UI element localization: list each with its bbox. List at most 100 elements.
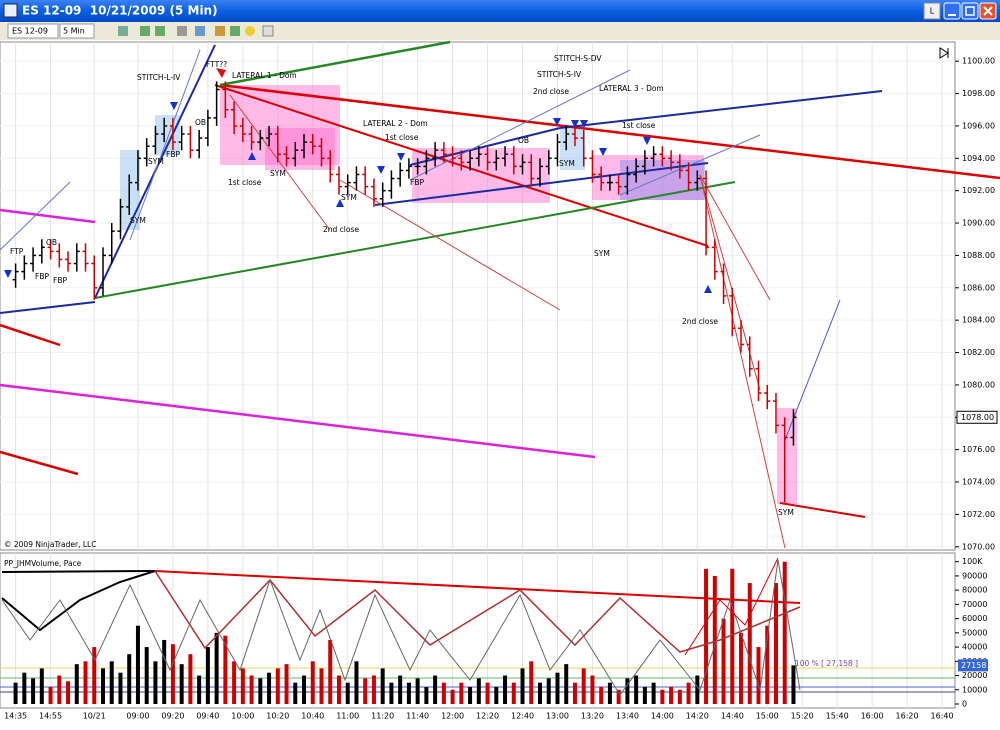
trend-line bbox=[0, 323, 61, 347]
trend-line bbox=[699, 174, 786, 549]
volume-bar bbox=[31, 678, 36, 704]
x-tick-label: 14:55 bbox=[39, 712, 62, 721]
volume-bar bbox=[170, 644, 175, 704]
annotation: 1st close bbox=[622, 121, 656, 130]
volume-bar bbox=[371, 675, 376, 704]
volume-bar bbox=[153, 661, 158, 704]
volume-bar bbox=[773, 583, 778, 704]
volume-bar bbox=[223, 635, 228, 704]
scroll-end[interactable] bbox=[939, 47, 949, 59]
strategies[interactable] bbox=[230, 26, 240, 36]
volume-bar bbox=[135, 625, 140, 704]
volume-bar bbox=[424, 686, 429, 704]
annotation: SYM bbox=[594, 249, 610, 258]
instrument-selector[interactable] bbox=[7, 23, 59, 39]
trend-line bbox=[339, 179, 561, 311]
copyright: © 2009 NinjaTrader, LLC bbox=[4, 540, 96, 549]
volume-bar bbox=[179, 664, 184, 704]
properties[interactable] bbox=[195, 26, 205, 36]
volume-bar bbox=[660, 689, 665, 704]
y-tick-label: 1070.00 bbox=[962, 542, 995, 551]
volume-tick-label: 90000 bbox=[962, 571, 987, 580]
annotation: FTP bbox=[10, 247, 24, 256]
interval-selector[interactable] bbox=[59, 23, 95, 39]
x-tick-label: 15:00 bbox=[756, 712, 779, 721]
volume-tick-label: 40000 bbox=[962, 643, 987, 652]
x-tick-label: 09:40 bbox=[196, 712, 219, 721]
volume-bar bbox=[205, 647, 210, 704]
volume-bar bbox=[144, 647, 149, 704]
trend-line bbox=[779, 502, 866, 518]
volume-bar bbox=[415, 678, 420, 704]
volume-bar bbox=[83, 661, 88, 704]
y-tick-label: 1082.00 bbox=[962, 348, 995, 357]
arrow bbox=[170, 102, 178, 110]
volume-bar bbox=[162, 639, 167, 704]
price-bars bbox=[12, 81, 797, 503]
x-tick-label: 12:00 bbox=[441, 712, 464, 721]
l-button-label: L bbox=[930, 7, 935, 16]
indicators[interactable] bbox=[215, 26, 225, 36]
arrow bbox=[643, 137, 651, 145]
volume-bar bbox=[634, 675, 639, 704]
arrow bbox=[336, 199, 344, 207]
volume-tick-label: 50000 bbox=[962, 628, 987, 637]
x-tick-label: 15:20 bbox=[791, 712, 814, 721]
annotation: SYM bbox=[148, 157, 164, 166]
data-box[interactable] bbox=[262, 25, 274, 37]
trend-line bbox=[0, 450, 79, 476]
volume-bar bbox=[450, 689, 455, 704]
cursor-tool[interactable] bbox=[177, 26, 187, 36]
trend-line bbox=[559, 90, 883, 129]
arrow bbox=[248, 152, 256, 160]
x-tick-label: 16:00 bbox=[861, 712, 884, 721]
zone bbox=[265, 128, 335, 170]
arrow bbox=[571, 120, 579, 128]
zone bbox=[220, 85, 340, 165]
volume-bar bbox=[468, 686, 473, 704]
x-tick-label: 14:00 bbox=[651, 712, 674, 721]
maximize-button[interactable] bbox=[961, 2, 979, 20]
y-tick-label: 1088.00 bbox=[962, 251, 995, 260]
volume-bar bbox=[695, 675, 700, 704]
volume-bar bbox=[118, 672, 123, 704]
volume-bar bbox=[319, 668, 324, 704]
minimize-button[interactable] bbox=[943, 2, 961, 20]
arrow bbox=[4, 270, 12, 278]
volume-bar bbox=[127, 654, 132, 704]
volume-bar bbox=[747, 583, 752, 704]
y-tick-label: 1072.00 bbox=[962, 510, 995, 519]
volume-tick-label: 60000 bbox=[962, 614, 987, 623]
x-tick-label: 14:35 bbox=[4, 712, 27, 721]
volume-tick-label: 80000 bbox=[962, 586, 987, 595]
volume-bar bbox=[721, 618, 726, 704]
volume-bar bbox=[39, 668, 44, 704]
volume-bar bbox=[677, 689, 682, 704]
window-title: ES 12-09 10/21/2009 (5 Min) bbox=[22, 4, 218, 18]
annotation: SYM bbox=[130, 216, 146, 225]
volume-bar bbox=[503, 675, 508, 704]
l-button[interactable] bbox=[923, 2, 941, 20]
annotation: OB bbox=[518, 136, 529, 145]
trend-line bbox=[129, 49, 201, 241]
annotation: SYM bbox=[270, 169, 286, 178]
volume-bar bbox=[616, 689, 621, 704]
zoom-out[interactable] bbox=[155, 26, 165, 36]
alerts[interactable] bbox=[245, 26, 255, 36]
zone bbox=[560, 125, 585, 170]
volume-bar bbox=[607, 682, 612, 704]
title-bar bbox=[0, 0, 1000, 22]
volume-bar bbox=[651, 682, 656, 704]
draw-tool[interactable] bbox=[118, 26, 128, 36]
annotation: FBP bbox=[166, 150, 180, 159]
volume-bar bbox=[494, 686, 499, 704]
volume-bar bbox=[310, 661, 315, 704]
volume-bar bbox=[48, 686, 53, 704]
zoom-in[interactable] bbox=[140, 26, 150, 36]
volume-bar bbox=[564, 664, 569, 704]
volume-bar bbox=[214, 632, 219, 704]
volume-bar bbox=[686, 682, 691, 704]
volume-bar bbox=[791, 665, 796, 704]
x-tick-label: 11:20 bbox=[371, 712, 394, 721]
